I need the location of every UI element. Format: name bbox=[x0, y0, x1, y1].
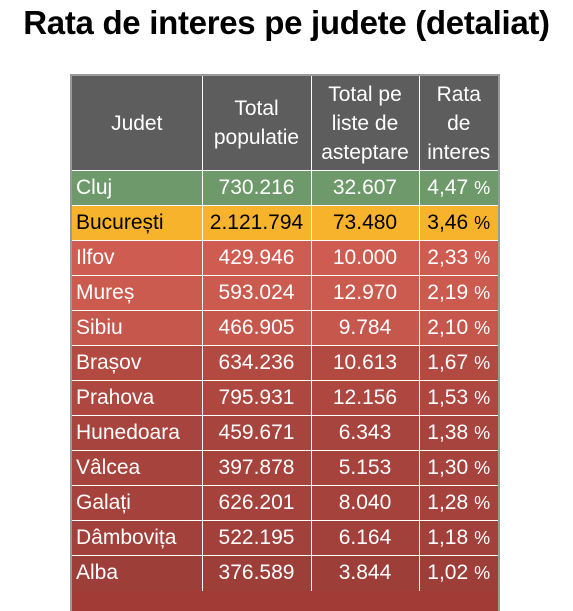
cell-rata: 2,10% bbox=[419, 310, 498, 346]
rate-value: 1,38 bbox=[427, 421, 469, 444]
cell-lista: 12.156 bbox=[311, 380, 420, 416]
page-title: Rata de interes pe judete (detaliat) bbox=[23, 4, 550, 41]
rate-unit: % bbox=[474, 528, 491, 548]
cell-lista: 5.153 bbox=[311, 450, 420, 486]
cell-rata: 2,33% bbox=[419, 240, 498, 276]
rate-unit: % bbox=[474, 423, 491, 443]
cell-populatie: 459.671 bbox=[202, 415, 312, 451]
cell-rata: 1,67% bbox=[419, 345, 498, 381]
table-row: București 2.121.794 73.480 3,46% bbox=[72, 205, 498, 241]
cell-rata: 1,38% bbox=[419, 415, 498, 451]
rate-value: 1,18 bbox=[427, 526, 469, 549]
cell-populatie: 795.931 bbox=[202, 380, 312, 416]
table-row: Ilfov 429.946 10.000 2,33% bbox=[72, 240, 498, 276]
cell-rata: 4,47% bbox=[419, 170, 498, 206]
rate-unit: % bbox=[474, 458, 491, 478]
cell-rata: 3,46% bbox=[419, 205, 498, 241]
cell-rata: 2,19% bbox=[419, 275, 498, 311]
cell-populatie: 397.878 bbox=[202, 450, 312, 486]
cell-lista: 9.784 bbox=[311, 310, 420, 346]
cell-lista: 8.040 bbox=[311, 485, 420, 521]
table-row: Sibiu 466.905 9.784 2,10% bbox=[72, 310, 498, 346]
rate-value: 3,46 bbox=[427, 211, 469, 234]
interest-rate-table: Judet Total populatie Total pe liste de astep… bbox=[70, 74, 500, 611]
cell-populatie: 522.195 bbox=[202, 520, 312, 556]
cell-populatie: 626.201 bbox=[202, 485, 312, 521]
cell-lista: 10.000 bbox=[311, 240, 420, 276]
table-row: Galați 626.201 8.040 1,28% bbox=[72, 485, 498, 521]
cell-judet: Mureș bbox=[72, 275, 203, 311]
rate-value: 1,02 bbox=[427, 561, 469, 585]
rate-value: 1,28 bbox=[427, 491, 469, 514]
table-body: Cluj 730.216 32.607 4,47% București 2.121.794… bbox=[72, 170, 498, 591]
rate-value: 1,30 bbox=[427, 456, 469, 479]
rate-unit: % bbox=[474, 178, 491, 198]
rate-value: 2,33 bbox=[427, 246, 469, 269]
cell-populatie: 429.946 bbox=[202, 240, 312, 276]
cell-judet: București bbox=[72, 205, 203, 241]
rate-value: 2,19 bbox=[427, 281, 469, 304]
rate-value: 1,53 bbox=[427, 386, 469, 409]
cell-populatie: 2.121.794 bbox=[202, 205, 312, 241]
rate-value: 1,67 bbox=[427, 351, 469, 374]
rate-unit: % bbox=[474, 318, 491, 338]
rate-unit: % bbox=[474, 213, 491, 233]
cell-judet: Ilfov bbox=[72, 240, 203, 276]
rate-unit: % bbox=[474, 353, 491, 373]
cell-lista: 73.480 bbox=[311, 205, 420, 241]
rate-unit: % bbox=[474, 563, 491, 584]
rate-unit: % bbox=[474, 388, 491, 408]
table-row: Alba 376.589 3.844 1,02% bbox=[72, 555, 498, 591]
table-row: Hunedoara 459.671 6.343 1,38% bbox=[72, 415, 498, 451]
cell-lista: 6.164 bbox=[311, 520, 420, 556]
cell-rata: 1,02% bbox=[419, 555, 498, 591]
cell-judet: Alba bbox=[72, 555, 203, 591]
cell-rata: 1,30% bbox=[419, 450, 498, 486]
cell-populatie: 730.216 bbox=[202, 170, 312, 206]
cell-rata: 1,28% bbox=[419, 485, 498, 521]
cell-lista: 12.970 bbox=[311, 275, 420, 311]
cell-populatie: 466.905 bbox=[202, 310, 312, 346]
header-rata-interes: Rata de interes bbox=[419, 76, 498, 171]
table-row: Dâmbovița 522.195 6.164 1,18% bbox=[72, 520, 498, 556]
table-row: Brașov 634.236 10.613 1,67% bbox=[72, 345, 498, 381]
table-row: Vâlcea 397.878 5.153 1,30% bbox=[72, 450, 498, 486]
cell-judet: Prahova bbox=[72, 380, 203, 416]
cell-populatie: 634.236 bbox=[202, 345, 312, 381]
table-header-row: Judet Total populatie Total pe liste de astep… bbox=[72, 76, 498, 171]
table-row: Mureș 593.024 12.970 2,19% bbox=[72, 275, 498, 311]
rate-unit: % bbox=[474, 283, 491, 303]
cell-judet: Sibiu bbox=[72, 310, 203, 346]
cell-rata: 1,18% bbox=[419, 520, 498, 556]
rate-unit: % bbox=[474, 248, 491, 268]
cell-lista: 3.844 bbox=[311, 555, 420, 591]
rate-value: 2,10 bbox=[427, 316, 469, 339]
cell-rata: 1,53% bbox=[419, 380, 498, 416]
header-total-populatie: Total populatie bbox=[202, 76, 312, 171]
cell-judet: Galați bbox=[72, 485, 203, 521]
cell-lista: 10.613 bbox=[311, 345, 420, 381]
cell-populatie: 376.589 bbox=[202, 555, 312, 591]
header-judet: Judet bbox=[72, 76, 203, 171]
rate-unit: % bbox=[474, 493, 491, 513]
table-row: Prahova 795.931 12.156 1,53% bbox=[72, 380, 498, 416]
table-row: Cluj 730.216 32.607 4,47% bbox=[72, 170, 498, 206]
cell-judet: Brașov bbox=[72, 345, 203, 381]
cell-populatie: 593.024 bbox=[202, 275, 312, 311]
cell-judet: Dâmbovița bbox=[72, 520, 203, 556]
cell-lista: 32.607 bbox=[311, 170, 420, 206]
cell-judet: Cluj bbox=[72, 170, 203, 206]
data-table: Judet Total populatie Total pe liste de astep… bbox=[72, 76, 498, 591]
header-total-liste: Total pe liste de asteptare bbox=[311, 76, 420, 171]
cell-judet: Hunedoara bbox=[72, 415, 203, 451]
cell-lista: 6.343 bbox=[311, 415, 420, 451]
cell-judet: Vâlcea bbox=[72, 450, 203, 486]
rate-value: 4,47 bbox=[427, 176, 469, 199]
